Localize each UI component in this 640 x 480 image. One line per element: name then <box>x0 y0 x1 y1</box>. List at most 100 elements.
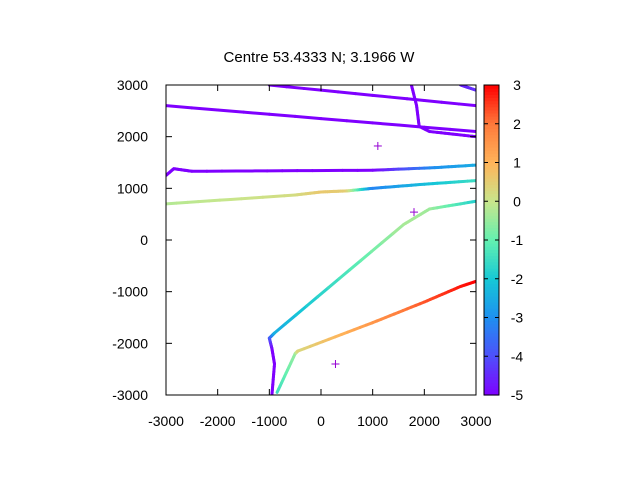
chart-title: Centre 53.4333 N; 3.1966 W <box>224 49 416 66</box>
colorbar-band <box>484 286 499 291</box>
colorbar-band <box>484 271 499 275</box>
track-segment <box>166 201 179 206</box>
colorbar-band <box>484 295 499 300</box>
colorbar-band <box>484 305 499 309</box>
track-segment <box>272 194 286 199</box>
colorbar-tick-label: 3 <box>513 77 521 93</box>
y-tick-label: 2000 <box>117 129 148 145</box>
colorbar-band <box>484 258 499 263</box>
track-segment <box>293 114 323 121</box>
colorbar-band <box>484 100 499 105</box>
colorbar-band <box>484 174 499 179</box>
track-segment <box>380 232 395 245</box>
track-segment <box>218 197 233 202</box>
colorbar-band <box>484 261 499 266</box>
colorbar-band <box>484 388 499 393</box>
colorbar-band <box>484 373 499 377</box>
colorbar-band <box>484 357 499 362</box>
colorbar-band <box>484 283 499 288</box>
colorbar-band <box>484 382 499 387</box>
colorbar-band <box>484 351 499 356</box>
colorbar-band <box>484 246 499 250</box>
colorbar-band <box>484 193 499 198</box>
colorbar-band <box>484 116 499 120</box>
track-8 <box>275 279 476 394</box>
colorbar-band <box>484 143 499 148</box>
colorbar-band <box>484 106 499 111</box>
track-5 <box>166 163 476 177</box>
x-tick-label: 2000 <box>409 413 440 429</box>
colorbar-band <box>484 308 499 312</box>
colorbar-band <box>484 159 499 164</box>
colorbar-band <box>484 109 499 114</box>
colorbar-band <box>484 252 499 257</box>
colorbar-band <box>484 292 499 297</box>
y-tick-label: -2000 <box>112 335 148 351</box>
track-segment <box>319 117 349 123</box>
colorbar-band <box>484 119 499 123</box>
colorbar-tick-label: 1 <box>513 155 521 171</box>
track-segment <box>294 304 309 317</box>
colorbar-band <box>484 199 499 204</box>
colorbar-band <box>484 277 499 281</box>
colorbar-band <box>484 333 499 337</box>
colorbar-band <box>484 178 499 182</box>
colorbar-band <box>484 190 499 195</box>
y-axis: -3000 -2000 -1000 0 1000 2000 3000 <box>112 77 476 403</box>
colorbar-band <box>484 212 499 216</box>
colorbar-band <box>484 125 499 129</box>
x-tick-label: -1000 <box>251 413 287 429</box>
colorbar-band <box>484 171 499 176</box>
colorbar-band <box>484 103 499 108</box>
colorbar-band <box>484 379 499 384</box>
colorbar-band <box>484 165 499 170</box>
colorbar-band <box>484 364 499 368</box>
y-tick-label: -3000 <box>112 387 148 403</box>
colorbar-band <box>484 230 499 235</box>
colorbar-band <box>484 184 499 188</box>
colorbar-band <box>484 85 499 89</box>
track-7 <box>267 199 476 395</box>
colorbar-band <box>484 131 499 136</box>
x-tick-label: 3000 <box>460 413 491 429</box>
colorbar-band <box>484 233 499 238</box>
colorbar-band <box>484 236 499 241</box>
track-6 <box>166 179 476 206</box>
track-segment <box>166 104 194 110</box>
track-segment <box>216 108 245 114</box>
colorbar-band <box>484 360 499 365</box>
track-segment <box>391 223 406 236</box>
colorbar-band <box>484 243 499 247</box>
track-segment <box>190 106 220 112</box>
colorbar-tick-label: -5 <box>511 387 524 403</box>
colorbar-band <box>484 302 499 306</box>
track-segment <box>448 127 476 133</box>
track-segment <box>175 200 190 205</box>
colorbar-band <box>484 354 499 359</box>
colorbar-band <box>484 147 499 151</box>
colorbar-band <box>484 240 499 244</box>
colorbar-band <box>484 122 499 126</box>
colorbar-tick-label: -2 <box>511 271 524 287</box>
colorbar-band <box>484 320 499 325</box>
track-segment <box>336 90 357 96</box>
colorbar-band <box>484 205 499 210</box>
colorbar-band <box>484 202 499 207</box>
track-layer <box>166 85 476 395</box>
colorbar-band <box>484 367 499 371</box>
colorbar-band <box>484 345 499 350</box>
colorbar-band <box>484 134 499 139</box>
colorbar-band <box>484 339 499 343</box>
colorbar-band <box>484 137 499 142</box>
colorbar-band <box>484 336 499 340</box>
track-segment <box>242 110 271 116</box>
track-segment <box>239 196 254 201</box>
colorbar-band <box>484 112 499 117</box>
colorbar-band <box>484 156 499 160</box>
track-segment <box>422 99 444 104</box>
colorbar-band <box>484 348 499 353</box>
y-tick-label: 3000 <box>117 77 148 93</box>
colorbar: -5 -4 -3 -2 -1 0 1 2 3 <box>483 77 524 403</box>
marker-layer <box>331 141 418 368</box>
track-segment <box>457 102 476 108</box>
